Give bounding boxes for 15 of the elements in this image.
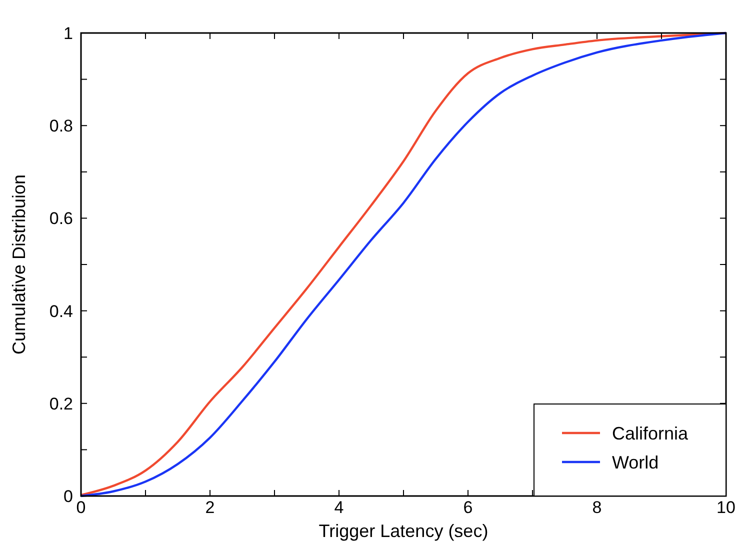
x-tick-label: 0 [76,498,86,517]
y-tick-label: 0.6 [49,209,73,228]
y-tick-label: 0.8 [49,116,73,136]
y-tick-label: 0.2 [49,394,73,414]
y-tick-label: 0.4 [49,302,73,321]
y-axis-title: Cumulative Distribuion [9,174,29,355]
legend-label: World [612,452,659,472]
x-tick-label: 6 [463,498,473,517]
x-tick-label: 8 [592,498,602,517]
x-axis-title: Trigger Latency (sec) [318,521,488,541]
y-tick-label: 1 [64,24,73,43]
legend-label: California [612,423,690,444]
x-tick-label: 10 [716,498,736,517]
x-tick-label: 2 [205,498,215,517]
x-tick-label: 4 [334,498,344,517]
